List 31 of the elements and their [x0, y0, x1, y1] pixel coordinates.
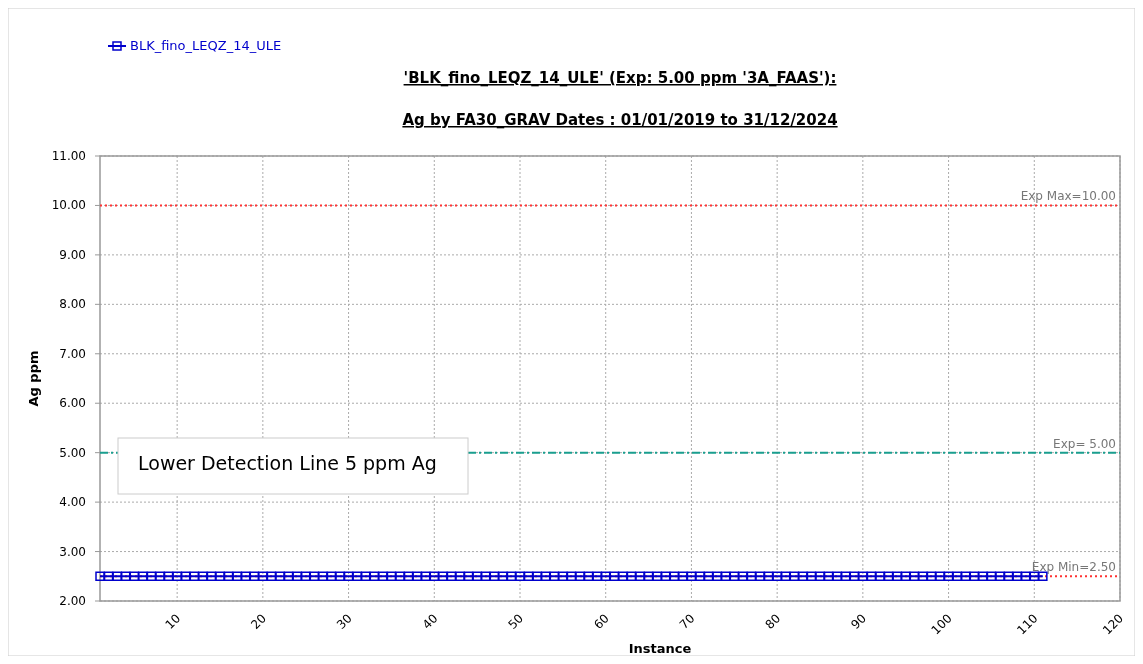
y-tick-label: 2.00	[59, 594, 86, 608]
x-tick-label: 60	[591, 611, 612, 632]
x-tick-label: 30	[333, 611, 355, 632]
y-tick-label: 6.00	[59, 396, 86, 411]
chart-subtitle: Ag by FA30_GRAV Dates : 01/01/2019 to 31/12/2024	[402, 111, 838, 129]
x-tick-label: 100	[928, 611, 955, 638]
ref-line-label: Exp Min=2.50	[1031, 560, 1116, 575]
ref-line-label: Exp= 5.00	[1053, 436, 1116, 451]
y-tick-label: 3.00	[59, 544, 86, 559]
x-tick-label: 120	[1100, 611, 1127, 638]
ref-line-label: Exp Max=10.00	[1020, 189, 1116, 204]
y-tick-label: 5.00	[59, 445, 86, 460]
y-tick-label: 11.00	[51, 149, 86, 163]
x-tick-label: 40	[419, 611, 441, 632]
x-tick-label: 50	[505, 611, 527, 632]
x-tick-label: 10	[162, 611, 184, 632]
annotation: Lower Detection Line 5 ppm Ag	[138, 452, 437, 474]
x-tick-label: 20	[248, 611, 269, 632]
x-axis-title: Instance	[628, 641, 692, 656]
legend-label: BLK_fino_LEQZ_14_ULE	[130, 38, 282, 53]
x-tick-label: 70	[676, 611, 698, 632]
y-tick-label: 8.00	[59, 297, 86, 312]
x-tick-label: 90	[848, 611, 869, 632]
y-tick-label: 4.00	[59, 495, 86, 510]
x-tick-label: 110	[1014, 611, 1041, 638]
y-axis-title: Ag ppm	[26, 350, 41, 407]
y-tick-label: 10.00	[51, 198, 86, 213]
chart-title: 'BLK_fino_LEQZ_14_ULE' (Exp: 5.00 ppm '3A_FAAS'):	[403, 69, 837, 87]
y-tick-label: 9.00	[59, 247, 86, 262]
y-tick-label: 7.00	[59, 346, 86, 361]
x-tick-label: 80	[762, 611, 784, 632]
